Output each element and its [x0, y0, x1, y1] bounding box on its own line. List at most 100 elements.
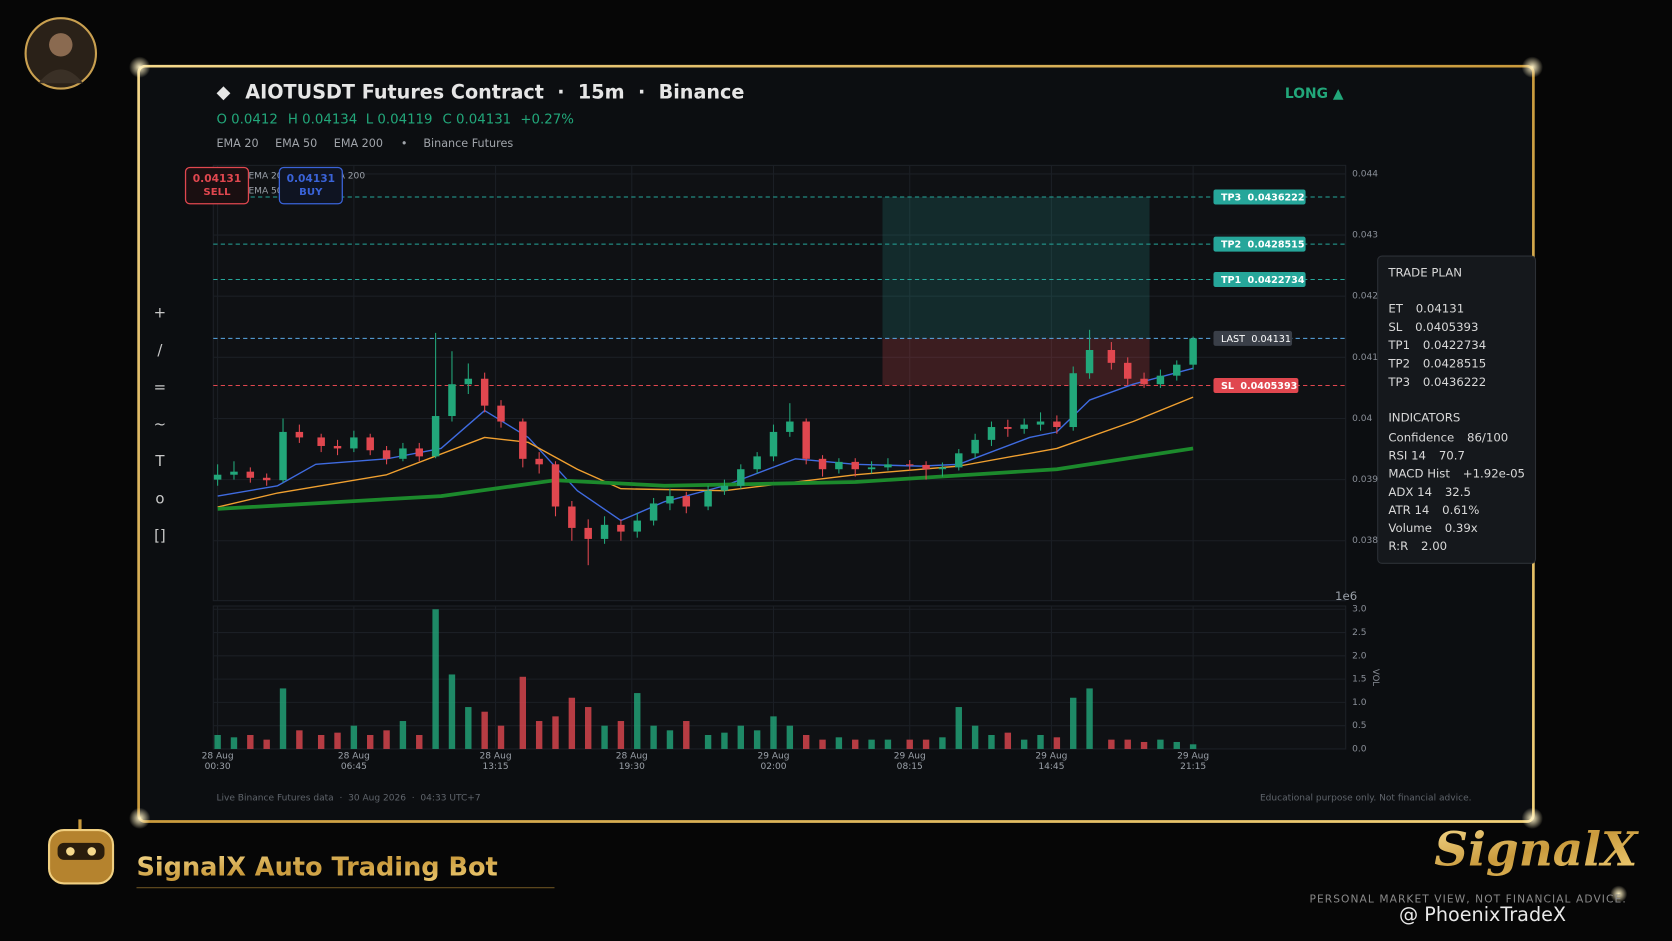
buy-label[interactable]: BUY — [299, 187, 323, 198]
level-value: 0.0422734 — [1248, 275, 1305, 286]
candle-body — [666, 496, 674, 504]
bot-icon — [47, 819, 115, 885]
x-tick-line: 06:45 — [341, 762, 367, 772]
candle-body — [737, 469, 745, 486]
x-tick-label: 28 Aug 00:30 — [202, 751, 234, 772]
x-tick-line: 19:30 — [619, 762, 645, 772]
x-tick-label: 29 Aug 02:00 — [757, 751, 789, 772]
candle-body — [1140, 378, 1148, 385]
tool-button[interactable]: + — [154, 304, 167, 322]
axis-multiplier: 1e6 — [1335, 589, 1357, 603]
candle-body — [535, 458, 543, 465]
volume-bar — [939, 737, 946, 749]
corner-sparkles — [129, 56, 1628, 903]
candle-body — [1189, 338, 1197, 365]
plan-value: 0.0428515 — [1423, 356, 1486, 370]
level-name: TP1 — [1221, 275, 1241, 286]
plan-value: 0.0422734 — [1423, 338, 1486, 352]
volume-bar — [1173, 741, 1180, 749]
sell-price[interactable]: 0.04131 — [193, 172, 242, 185]
candle-body — [448, 384, 456, 417]
tool-button[interactable]: o — [155, 489, 164, 507]
sell-button[interactable] — [184, 166, 250, 205]
candle-body — [682, 496, 691, 507]
volume-bar — [617, 721, 625, 749]
volume-bar — [535, 721, 543, 749]
buy-price[interactable]: 0.04131 — [287, 172, 336, 185]
plan-row: R:R 2.00 — [1388, 539, 1447, 553]
candle-body — [350, 437, 358, 449]
ema-line — [217, 396, 1194, 508]
watermark: @ PhoenixTradeX — [1399, 903, 1566, 926]
volume-bar — [955, 707, 962, 749]
x-tick-label: 29 Aug 21:15 — [1177, 751, 1209, 772]
plan-row: SL 0.0405393 — [1388, 319, 1478, 333]
ema-line — [217, 446, 1194, 511]
y-tick-label: 0.042 — [1352, 292, 1378, 302]
x-tick-line: 14:45 — [1038, 762, 1064, 772]
x-tick-line: 29 Aug — [757, 751, 789, 761]
candle-body — [551, 464, 560, 507]
volume-tick-label: 0.0 — [1352, 744, 1367, 754]
tool-button[interactable]: [] — [154, 526, 166, 544]
candle-body — [905, 464, 914, 466]
candle-body — [295, 431, 304, 438]
ohlc-value: L 0.04119 — [366, 112, 433, 127]
x-tick-line: 28 Aug — [480, 751, 512, 761]
level-value: 0.0428515 — [1248, 239, 1305, 250]
plan-row: TP3 0.0436222 — [1387, 375, 1486, 389]
tool-button[interactable]: = — [154, 378, 167, 396]
candle-body — [480, 378, 489, 406]
candle-body — [279, 431, 287, 481]
volume-bar — [786, 725, 794, 749]
candle-body — [851, 461, 859, 470]
candle-body — [987, 427, 996, 440]
level-label: TP3 0.0436222 — [1221, 192, 1305, 203]
candle-body — [399, 448, 407, 459]
volume-bar — [1189, 744, 1197, 749]
plan-value: 0.39x — [1445, 521, 1478, 535]
volume-bar — [988, 734, 995, 749]
volume-bar — [296, 730, 303, 749]
sell-label[interactable]: SELL — [203, 187, 231, 198]
level-name: SL — [1221, 381, 1234, 392]
candle-body — [649, 503, 658, 521]
indicator-tag: EMA 20 — [216, 137, 258, 150]
volume-bar — [214, 734, 221, 749]
trade-plan-panel — [1377, 255, 1537, 564]
plan-value: 32.5 — [1445, 484, 1471, 498]
legend-entry: EMA 20 — [248, 172, 282, 182]
y-tick-label: 0.039 — [1352, 475, 1378, 485]
indicator-tag: EMA 50 — [275, 137, 317, 150]
candle-body — [415, 448, 423, 457]
plan-label: ADX 14 — [1388, 484, 1432, 498]
indicator-tag: Binance Futures — [423, 137, 513, 150]
volume-bar — [753, 730, 761, 749]
volume-bar — [481, 711, 488, 749]
volume-bar — [835, 737, 843, 749]
tool-button[interactable]: ~ — [154, 415, 167, 433]
level-badge — [1213, 189, 1306, 205]
tool-button[interactable]: T — [154, 452, 165, 470]
candle-body — [720, 485, 729, 491]
plan-value: 70.7 — [1439, 448, 1465, 462]
candle-body — [600, 524, 609, 539]
buy-button[interactable] — [278, 166, 343, 205]
candle-body — [1020, 424, 1028, 429]
tool-button[interactable]: / — [157, 341, 163, 359]
x-tick-label: 29 Aug 08:15 — [894, 751, 926, 772]
volume-tick-label: 2.5 — [1352, 628, 1366, 638]
footer-right: Educational purpose only. Not financial … — [1260, 794, 1472, 804]
avatar — [24, 17, 98, 90]
level-value: 0.04131 — [1251, 333, 1291, 344]
y-tick-label: 0.038 — [1352, 536, 1378, 546]
candle-body — [633, 520, 641, 532]
tagline: PERSONAL MARKET VIEW, NOT FINANCIAL ADVI… — [1309, 892, 1626, 905]
candle-body — [884, 464, 892, 468]
level-badge — [1213, 272, 1306, 287]
volume-bar — [884, 739, 892, 749]
candle-body — [955, 453, 963, 468]
candle-body — [802, 421, 810, 459]
plan-label: SL — [1388, 319, 1402, 333]
x-tick-line: 21:15 — [1180, 762, 1206, 772]
